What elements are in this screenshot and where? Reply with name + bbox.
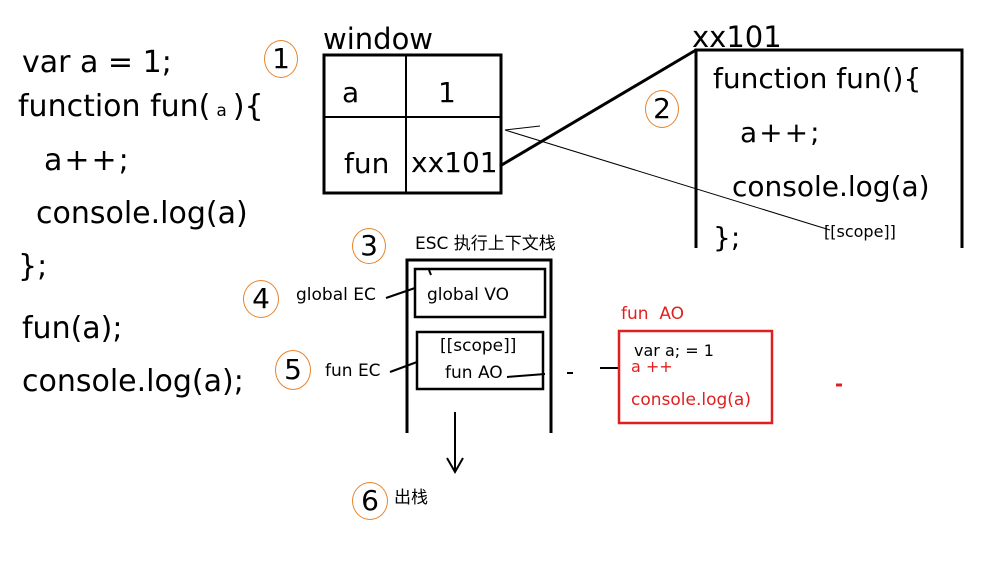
global-vo-label: global VO xyxy=(427,285,509,305)
function-line-3: console.log(a) xyxy=(732,170,930,203)
global-ec-label: global EC xyxy=(296,285,376,305)
ao-box-title: fun AO xyxy=(621,304,685,324)
ao-box-line-2: a ++ xyxy=(631,357,673,376)
global-ec-pointer xyxy=(385,287,416,299)
step-marker-5: 5 xyxy=(275,350,311,390)
scope-line xyxy=(504,129,831,231)
stack-title: ESC 执行上下文栈 xyxy=(415,234,556,254)
code-line-4: console.log(a) xyxy=(36,196,248,231)
code-line-2-end: ){ xyxy=(232,89,264,124)
scope-line-tick xyxy=(504,125,541,131)
fun-ec-scope-label: [[scope]] xyxy=(440,336,517,356)
function-line-4: }; xyxy=(713,221,741,254)
code-line-6: fun(a); xyxy=(22,311,123,346)
fun-ao-label: fun AO xyxy=(445,363,503,383)
function-line-1: function fun(){ xyxy=(713,62,922,95)
window-key-a: a xyxy=(342,76,360,109)
ao-box-border xyxy=(617,329,774,425)
ao-box-line-1: var a; = 1 xyxy=(634,341,714,360)
function-scope-label: [[scope]] xyxy=(824,222,896,241)
global-vo-box xyxy=(413,267,547,319)
ao-box-line-3: console.log(a) xyxy=(631,390,751,410)
window-value-fun: xx101 xyxy=(411,146,498,179)
code-line-2: function fun(a){ xyxy=(18,92,264,122)
code-line-3: a++; xyxy=(44,143,131,178)
window-value-a: 1 xyxy=(438,76,456,109)
window-key-fun: fun xyxy=(344,147,390,180)
step-marker-6: 6 xyxy=(352,482,388,520)
function-address: xx101 xyxy=(692,20,782,54)
function-line-2: a++; xyxy=(740,116,822,149)
step-marker-3: 3 xyxy=(352,228,386,264)
code-line-1: var a = 1; xyxy=(22,45,172,80)
step-marker-4: 4 xyxy=(243,280,279,318)
step-marker-1: 1 xyxy=(264,40,298,78)
window-title: window xyxy=(323,22,434,56)
step-marker-2: 2 xyxy=(645,90,679,128)
stack-container xyxy=(405,258,553,433)
function-box-border xyxy=(694,48,964,248)
pop-stack-label: 出栈 xyxy=(394,488,428,508)
fun-ec-label: fun EC xyxy=(325,361,381,381)
pointer-line xyxy=(499,48,697,168)
code-line-2-param: a xyxy=(216,101,227,121)
code-line-2-start: function fun( xyxy=(18,89,211,124)
window-table-border xyxy=(322,53,503,195)
fun-ao-pointer xyxy=(506,373,546,378)
fun-ec-pointer xyxy=(389,361,418,373)
code-line-5: }; xyxy=(18,249,48,284)
code-line-7: console.log(a); xyxy=(22,364,244,399)
fun-ec-box xyxy=(415,330,545,391)
